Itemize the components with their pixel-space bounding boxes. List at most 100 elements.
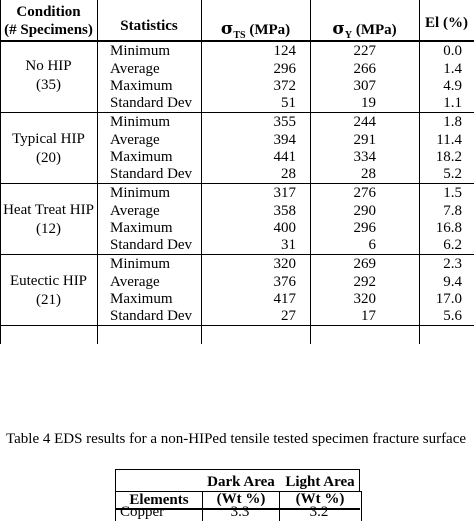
stat-label: Standard Dev: [110, 95, 193, 111]
yield-value: 291: [353, 132, 377, 148]
specimen-count: (35): [36, 77, 61, 93]
column-divider: [97, 0, 98, 344]
specimen-count: (20): [36, 150, 61, 166]
header-light-area-line1: Light Area: [285, 474, 355, 490]
sigma-symbol: σ: [332, 19, 345, 39]
stat-label: Maximum: [110, 220, 173, 236]
uts-value: 394: [273, 132, 297, 148]
elongation-value: 7.8: [443, 203, 462, 219]
condition-label: Eutectic HIP (21): [0, 272, 97, 310]
column-divider: [201, 0, 202, 344]
condition-name: Typical HIP: [12, 131, 85, 147]
uts-value: 28: [281, 166, 296, 182]
yield-value: 334: [353, 149, 377, 165]
elongation-value: 5.2: [443, 166, 462, 182]
dark-area-value: 3.3: [230, 504, 250, 520]
header-dark-area-line1: Dark Area: [207, 474, 275, 490]
stat-label: Standard Dev: [110, 237, 193, 253]
yield-value: 290: [353, 203, 377, 219]
uts-value: 320: [273, 256, 297, 272]
yield-value: 292: [353, 274, 377, 290]
uts-value: 317: [273, 185, 297, 201]
column-divider: [279, 492, 280, 521]
header-yield: σY (MPa): [310, 20, 419, 41]
stat-label: Average: [110, 274, 160, 290]
elongation-value: 16.8: [435, 220, 462, 236]
uts-value: 376: [273, 274, 297, 290]
uts-value: 355: [273, 114, 297, 130]
condition-label: Heat Treat HIP (12): [0, 201, 97, 239]
yield-value: 227: [353, 43, 377, 59]
stat-label: Minimum: [110, 256, 171, 272]
eds-results-table: Elements Dark Area (Wt %) Light Area (Wt…: [115, 474, 362, 521]
header-elements: Elements: [129, 492, 189, 508]
uts-value: 296: [273, 61, 297, 77]
uts-value: 27: [281, 308, 296, 324]
header-light-area-line2: (Wt %): [295, 491, 345, 507]
sigma-symbol: σ: [220, 19, 234, 39]
yield-value: 269: [353, 256, 377, 272]
column-divider: [419, 0, 420, 344]
stat-label: Minimum: [110, 43, 171, 59]
stat-label: Standard Dev: [110, 308, 193, 324]
header-rule: [0, 40, 474, 42]
stat-label: Maximum: [110, 291, 173, 307]
condition-label: Typical HIP (20): [0, 130, 97, 168]
condition-name: No HIP: [25, 58, 72, 74]
stat-label: Maximum: [110, 149, 173, 165]
uts-value: 358: [273, 203, 297, 219]
stat-label: Average: [110, 61, 160, 77]
elongation-value: 1.4: [443, 61, 462, 77]
header-yield-subscript: Y: [344, 30, 353, 41]
group-divider: [0, 112, 474, 113]
yield-value: 276: [353, 185, 377, 201]
condition-name: Heat Treat HIP: [3, 202, 94, 218]
header-dark-area-line2: (Wt %): [216, 491, 266, 507]
element-name: Copper: [120, 504, 165, 520]
header-statistics: Statistics: [120, 18, 178, 34]
stat-label: Average: [110, 132, 160, 148]
specimen-count: (12): [36, 221, 61, 237]
header-dark-area: Dark Area (Wt %): [203, 474, 279, 508]
group-divider: [0, 183, 474, 184]
stat-label: Standard Dev: [110, 166, 193, 182]
elongation-value: 6.2: [443, 237, 462, 253]
eds-header-frame: [115, 469, 360, 491]
elongation-value: 4.9: [443, 78, 462, 94]
uts-value: 441: [273, 149, 297, 165]
column-divider: [202, 492, 203, 521]
elongation-value: 17.0: [435, 291, 462, 307]
elongation-value: 2.3: [443, 256, 462, 272]
elongation-value: 11.4: [436, 132, 462, 148]
elongation-value: 9.4: [443, 274, 462, 290]
yield-value: 244: [353, 114, 377, 130]
header-condition-line1: Condition: [16, 4, 81, 20]
header-light-area: Light Area (Wt %): [280, 474, 360, 508]
elongation-value: 18.2: [435, 149, 462, 165]
table-bottom-rule: [0, 325, 474, 326]
yield-value: 296: [353, 220, 377, 236]
uts-value: 51: [281, 95, 296, 111]
yield-value: 19: [361, 95, 376, 111]
yield-value: 266: [353, 61, 377, 77]
table-border-left: [0, 0, 1, 344]
stat-label: Average: [110, 203, 160, 219]
stat-label: Minimum: [110, 114, 171, 130]
header-condition-line2: (# Specimens): [4, 22, 93, 38]
stat-label: Maximum: [110, 78, 173, 94]
elongation-value: 1.5: [443, 185, 462, 201]
condition-label: No HIP (35): [0, 57, 97, 95]
elongation-value: 1.8: [443, 114, 462, 130]
uts-value: 124: [273, 43, 297, 59]
stat-label: Minimum: [110, 185, 171, 201]
header-uts: σTS (MPa): [201, 20, 310, 41]
yield-value: 28: [361, 166, 376, 182]
elongation-value: 0.0: [443, 43, 462, 59]
uts-value: 372: [273, 78, 297, 94]
condition-name: Eutectic HIP: [9, 273, 88, 289]
header-uts-unit: (MPa): [245, 22, 291, 38]
yield-value: 320: [353, 291, 377, 307]
yield-value: 307: [353, 78, 377, 94]
eds-header-rule: [115, 508, 360, 510]
uts-value: 417: [273, 291, 297, 307]
